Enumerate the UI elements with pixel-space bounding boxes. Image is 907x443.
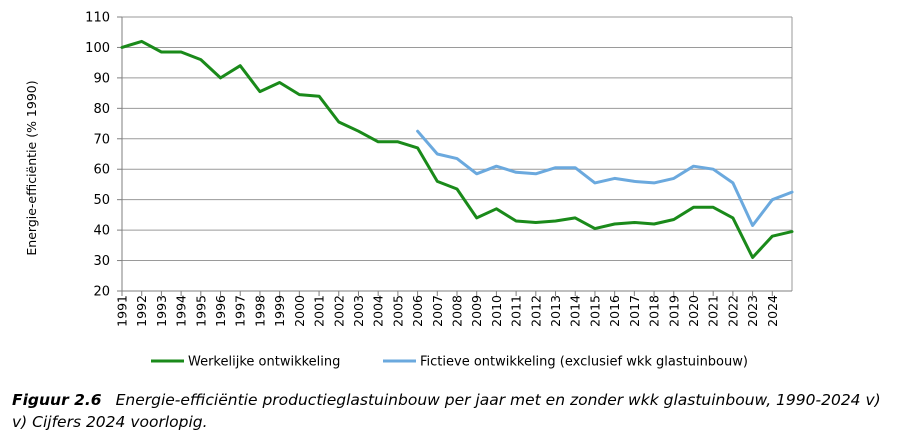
x-tick-label: 1994 [174,295,189,327]
x-tick-label: 2023 [745,295,760,327]
y-tick-label: 100 [85,41,110,56]
x-tick-label: 2010 [489,295,504,327]
x-tick-label: 1997 [233,295,248,327]
y-tick-label: 70 [93,132,110,147]
x-tick-label: 2009 [469,295,484,327]
x-tick-label: 2006 [410,295,425,327]
x-tick-label: 2011 [509,295,524,327]
x-tick-label: 1993 [154,295,169,327]
x-tick-label: 2015 [587,295,602,327]
x-tick-label: 2022 [725,295,740,327]
x-tick-label: 2017 [627,295,642,327]
x-tick-label: 2001 [312,295,327,327]
x-tick-label: 2018 [647,295,662,327]
x-tick-label: 2004 [371,295,386,327]
x-tick-label: 1991 [115,295,130,327]
x-tick-label: 2003 [351,295,366,327]
caption-line: Figuur 2.6 Energie-efficiëntie productieg… [12,389,902,411]
x-tick-label: 2005 [390,295,405,327]
legend-label: Fictieve ontwikkeling (exclusief wkk gla… [420,355,748,370]
x-tick-label: 2021 [706,295,721,327]
legend-label: Werkelijke ontwikkeling [188,355,340,370]
x-tick-label: 2002 [331,295,346,327]
y-axis-tick-labels: 20 30 40 50 60 70 80 90 100 110 [85,11,110,300]
x-tick-label: 2000 [292,295,307,327]
figure-label: Figuur 2.6 [12,391,102,409]
y-tick-label: 90 [93,71,110,86]
x-tick-label: 2008 [450,295,465,327]
caption-text: Energie-efficiëntie productieglastuinbou… [115,391,881,409]
x-axis-tick-labels: 1991 1992 1993 1994 1995 1996 1997 1998 1999 2000… [115,295,780,327]
x-tick-label: 2024 [765,295,780,327]
series-lines [120,39,794,259]
y-axis-label: Energie-efficiëntie (% 1990) [24,80,39,255]
y-tick-label: 110 [85,11,110,26]
x-tick-label: 2014 [568,295,583,327]
x-tick-label: 2020 [686,295,701,327]
y-tick-label: 80 [93,102,110,117]
caption-note: v) Cijfers 2024 voorlopig. [12,413,208,431]
x-tick-label: 1999 [272,295,287,327]
x-tick-label: 2012 [528,295,543,327]
x-tick-label: 1998 [252,295,267,327]
x-tick-label: 2007 [430,295,445,327]
x-tick-label: 2013 [548,295,563,327]
x-tick-label: 1995 [193,295,208,327]
y-tick-label: 40 [93,224,110,239]
x-tick-label: 2019 [666,295,681,327]
series-line-werkelijk [120,39,794,259]
y-tick-label: 50 [93,193,110,208]
grid-lines [122,16,792,292]
y-tick-label: 20 [93,285,110,300]
plot-area-frame [117,16,793,296]
x-tick-label: 2016 [607,295,622,327]
y-tick-label: 60 [93,163,110,178]
x-tick-label: 1992 [134,295,149,327]
figure-caption: Figuur 2.6 Energie-efficiëntie productieg… [12,389,902,433]
series-line-fictief [416,129,794,227]
y-tick-label: 30 [93,254,110,269]
x-tick-label: 1996 [213,295,228,327]
legend: Werkelijke ontwikkeling Fictieve ontwikke… [151,355,748,370]
